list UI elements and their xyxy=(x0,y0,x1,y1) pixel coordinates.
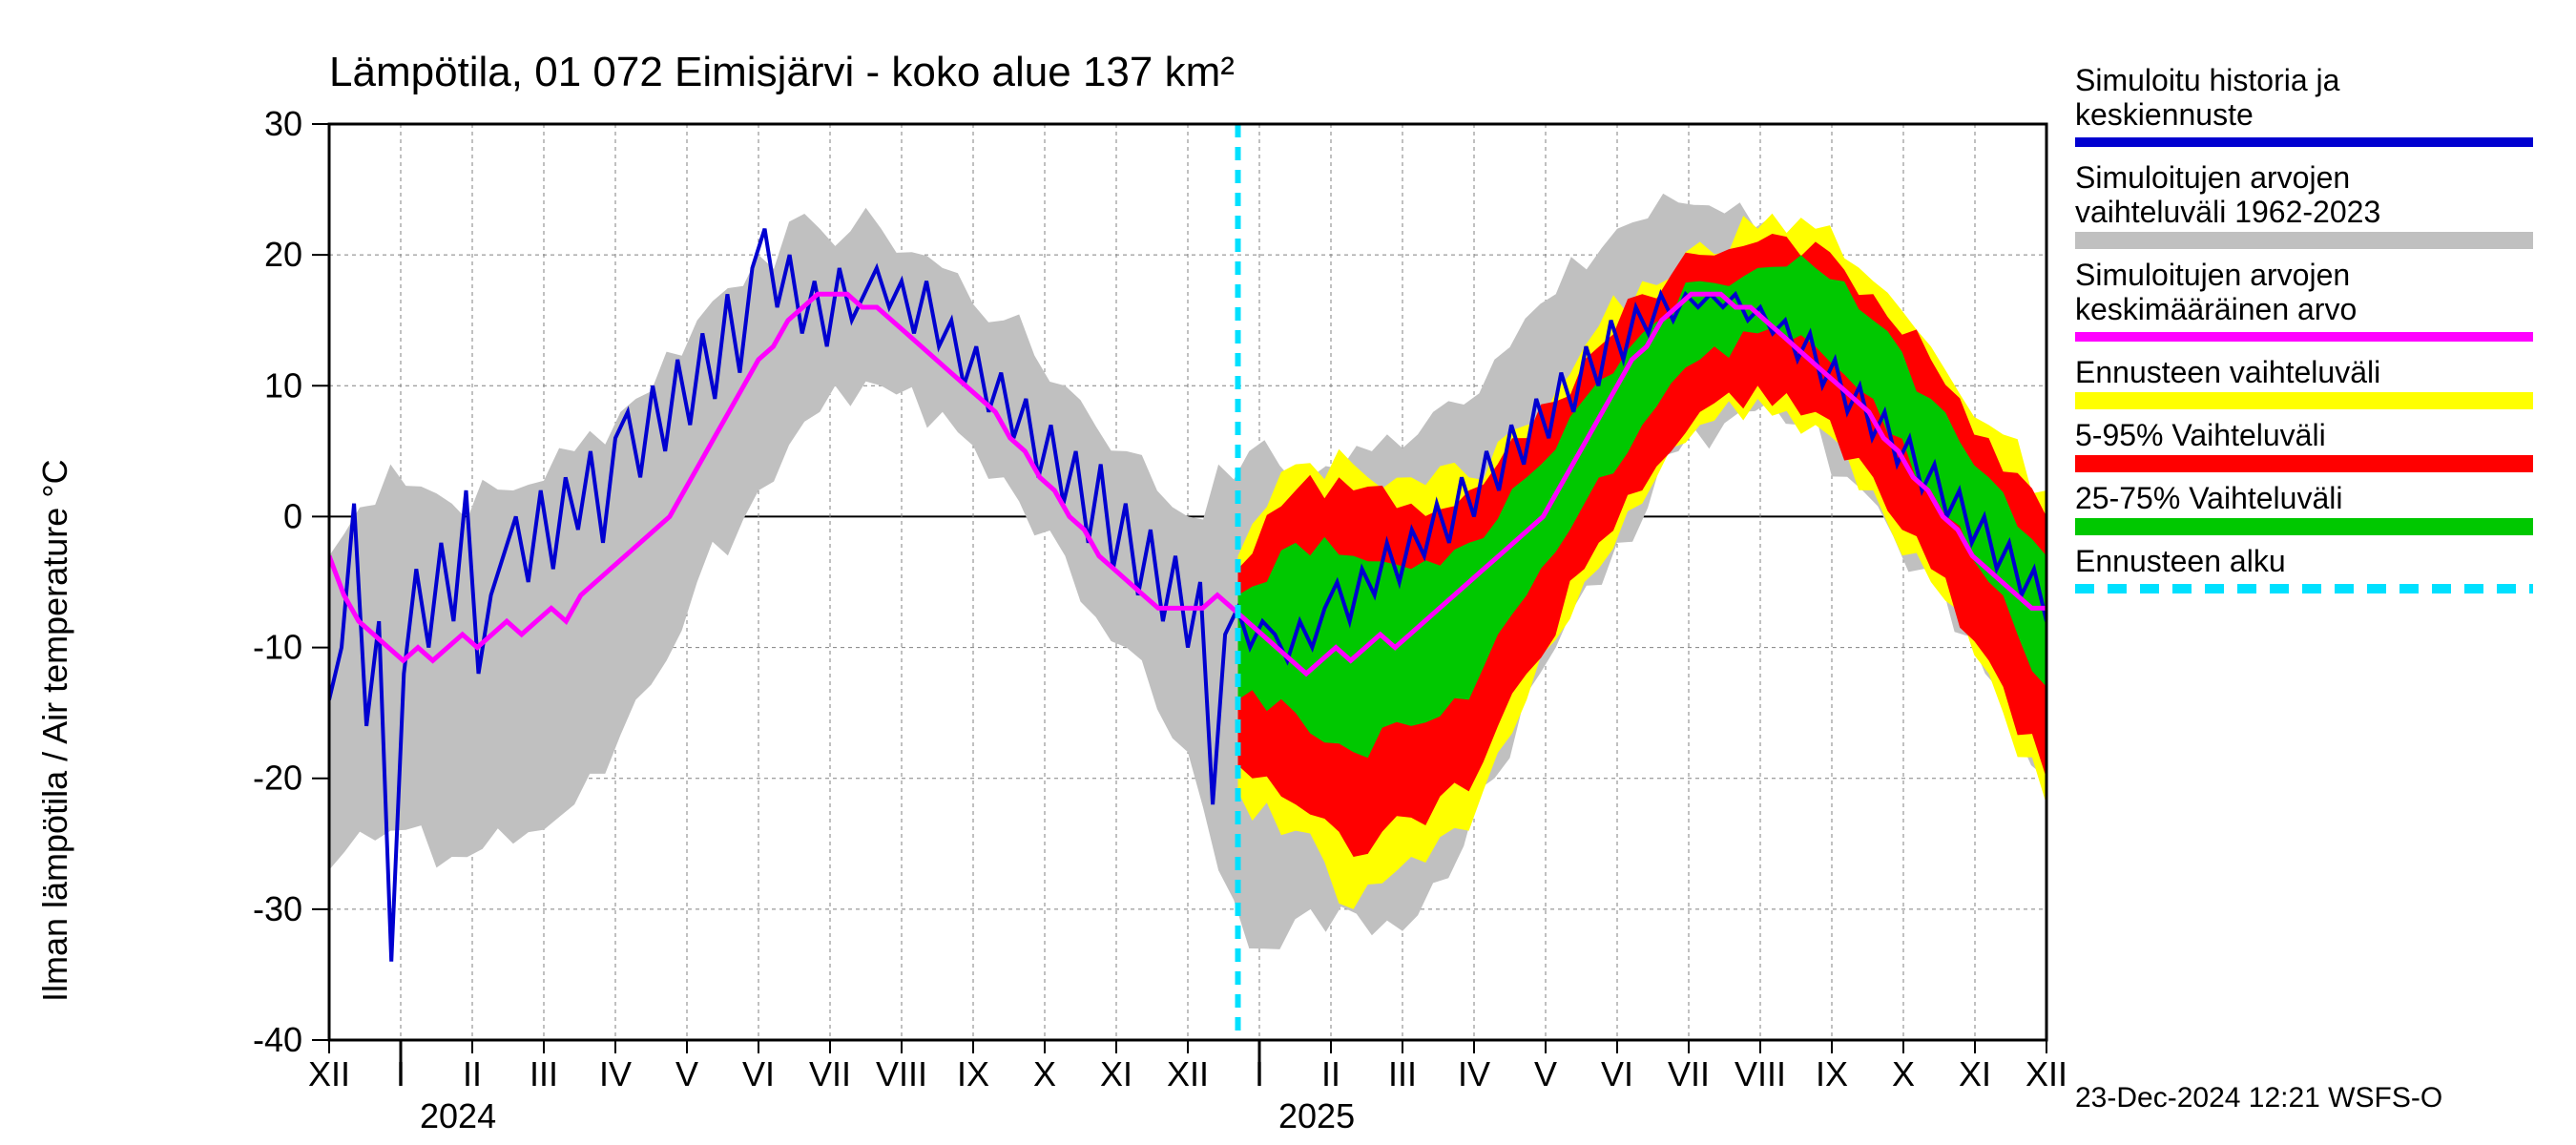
legend-label: keskiennuste xyxy=(2075,97,2254,132)
xtick-label: V xyxy=(675,1054,698,1093)
legend-label: Ennusteen alku xyxy=(2075,544,2286,578)
ytick-label: -10 xyxy=(253,628,302,667)
legend-label: keskimääräinen arvo xyxy=(2075,292,2357,326)
y-axis-label: Ilman lämpötila / Air temperature °C xyxy=(35,459,74,1002)
xtick-label: XI xyxy=(1100,1054,1132,1093)
chart-container: Lämpötila, 01 072 Eimisjärvi - koko alue… xyxy=(0,0,2576,1145)
xtick-label: XI xyxy=(1959,1054,1991,1093)
xtick-label: II xyxy=(1321,1054,1340,1093)
ytick-label: -30 xyxy=(253,889,302,928)
legend-label: 5-95% Vaihteluväli xyxy=(2075,418,2326,452)
xtick-label: X xyxy=(1892,1054,1915,1093)
xtick-label: VIII xyxy=(876,1054,927,1093)
chart-svg: Lämpötila, 01 072 Eimisjärvi - koko alue… xyxy=(0,0,2576,1145)
legend-label: Ennusteen vaihteluväli xyxy=(2075,355,2380,389)
xtick-label: VII xyxy=(1668,1054,1710,1093)
legend-swatch xyxy=(2075,232,2533,249)
ytick-label: 30 xyxy=(264,104,302,143)
footer-timestamp: 23-Dec-2024 12:21 WSFS-O xyxy=(2075,1082,2442,1114)
ytick-label: 10 xyxy=(264,365,302,405)
xtick-label: IX xyxy=(957,1054,989,1093)
legend-swatch xyxy=(2075,455,2533,472)
ytick-label: 20 xyxy=(264,235,302,274)
legend-label: Simuloitujen arvojen xyxy=(2075,160,2350,195)
xtick-label: IV xyxy=(1458,1054,1490,1093)
red-band xyxy=(1238,234,2047,857)
legend-label: Simuloitu historia ja xyxy=(2075,63,2340,97)
xtick-label: XII xyxy=(308,1054,350,1093)
xtick-label: V xyxy=(1534,1054,1557,1093)
xtick-label: VIII xyxy=(1735,1054,1786,1093)
chart-title: Lämpötila, 01 072 Eimisjärvi - koko alue… xyxy=(329,49,1235,95)
xtick-label: II xyxy=(463,1054,482,1093)
xtick-label: III xyxy=(530,1054,558,1093)
ytick-label: -40 xyxy=(253,1020,302,1059)
legend-swatch xyxy=(2075,518,2533,535)
xtick-label: III xyxy=(1388,1054,1417,1093)
xtick-label: X xyxy=(1033,1054,1056,1093)
xtick-label: VI xyxy=(1601,1054,1633,1093)
ytick-label: -20 xyxy=(253,759,302,798)
xtick-label: XII xyxy=(2025,1054,2067,1093)
legend-label: Simuloitujen arvojen xyxy=(2075,258,2350,292)
xtick-label: IX xyxy=(1816,1054,1848,1093)
legend-swatch xyxy=(2075,392,2533,409)
year-label: 2025 xyxy=(1278,1096,1355,1135)
year-label: 2024 xyxy=(420,1096,496,1135)
legend-label: 25-75% Vaihteluväli xyxy=(2075,481,2342,515)
xtick-label: IV xyxy=(599,1054,632,1093)
xtick-label: VII xyxy=(809,1054,851,1093)
xtick-label: VI xyxy=(742,1054,775,1093)
xtick-label: XII xyxy=(1167,1054,1209,1093)
legend-label: vaihteluväli 1962-2023 xyxy=(2075,195,2380,229)
ytick-label: 0 xyxy=(283,496,302,535)
